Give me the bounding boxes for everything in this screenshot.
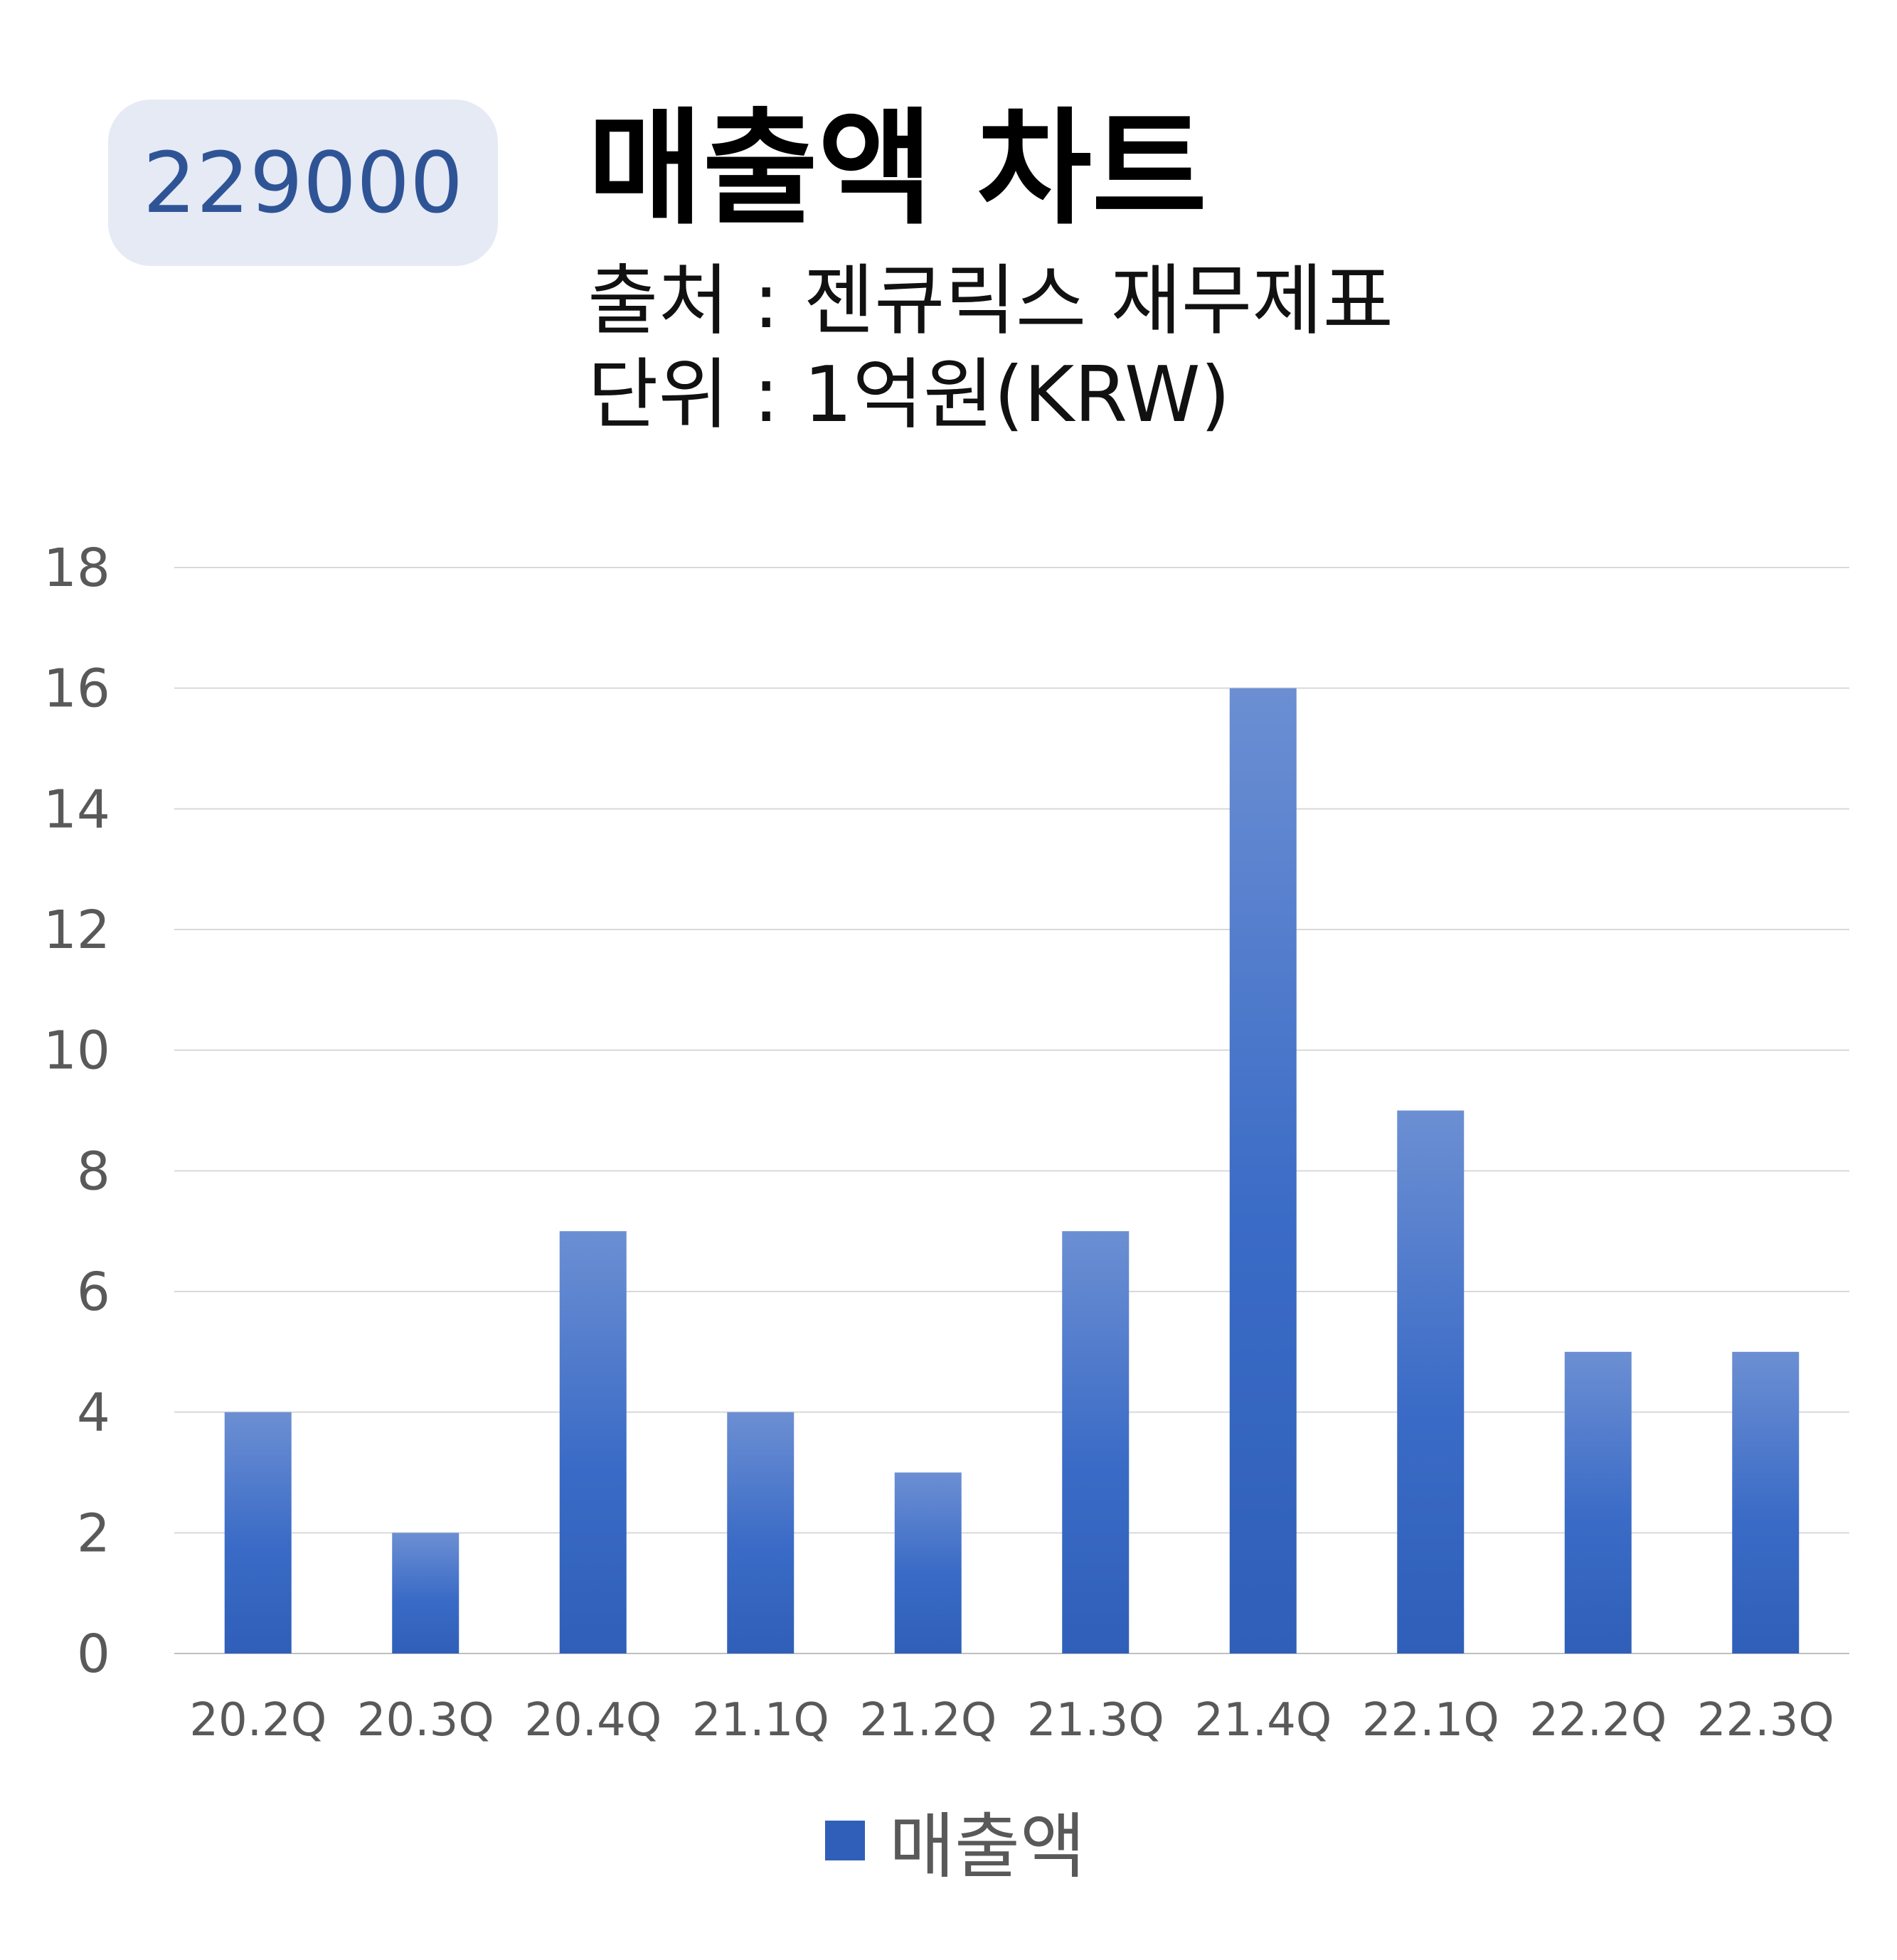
bar-20.4Q [559, 1231, 627, 1653]
bar-21.2Q [894, 1472, 962, 1653]
y-axis-ticks: 0 2 4 6 8 10 12 14 16 18 [43, 538, 110, 1685]
bar-21.4Q [1229, 688, 1297, 1653]
legend: 매출액 [825, 1789, 1085, 1892]
x-tick-label: 20.3Q [357, 1694, 494, 1747]
x-tick-label: 22.1Q [1362, 1694, 1499, 1747]
x-tick-label: 21.2Q [859, 1694, 997, 1747]
stock-code: 229000 [142, 134, 464, 232]
bar-22.1Q [1397, 1110, 1465, 1653]
bar-21.3Q [1062, 1231, 1130, 1653]
y-tick-label: 14 [43, 779, 110, 840]
x-tick-label: 21.3Q [1027, 1694, 1164, 1747]
stock-code-badge: 229000 [108, 100, 498, 266]
bar-22.3Q [1732, 1351, 1800, 1653]
y-tick-label: 4 [77, 1383, 110, 1444]
x-tick-label: 20.2Q [189, 1694, 326, 1747]
unit-note: 단위 : 1억원(KRW) [588, 351, 1231, 440]
bar-20.2Q [224, 1412, 292, 1653]
x-tick-label: 20.4Q [524, 1694, 661, 1747]
legend-label: 매출액 [889, 1805, 1085, 1888]
y-tick-label: 0 [77, 1624, 110, 1685]
chart-title: 매출액 차트 [588, 96, 1207, 242]
bar-22.2Q [1564, 1351, 1632, 1653]
x-tick-label: 21.4Q [1194, 1694, 1332, 1747]
y-tick-label: 6 [77, 1262, 110, 1323]
x-axis-ticks: 20.2Q 20.3Q 20.4Q 21.1Q 21.2Q 21.3Q 21.4Q 22.1Q… [189, 1694, 1834, 1747]
gridlines [174, 567, 1849, 1654]
bars [224, 688, 1800, 1653]
bar-21.1Q [727, 1412, 795, 1653]
y-tick-label: 10 [43, 1021, 110, 1082]
x-tick-label: 21.1Q [692, 1694, 829, 1747]
x-tick-label: 22.3Q [1697, 1694, 1834, 1747]
x-tick-label: 22.2Q [1529, 1694, 1667, 1747]
bar-20.3Q [392, 1533, 459, 1653]
source-note: 출처 : 젠큐릭스 재무제표 [588, 257, 1393, 346]
y-tick-label: 12 [43, 900, 110, 961]
y-tick-label: 16 [43, 659, 110, 720]
y-tick-label: 18 [43, 538, 110, 599]
y-tick-label: 8 [77, 1141, 110, 1202]
y-tick-label: 2 [77, 1503, 110, 1564]
legend-swatch [825, 1820, 865, 1860]
